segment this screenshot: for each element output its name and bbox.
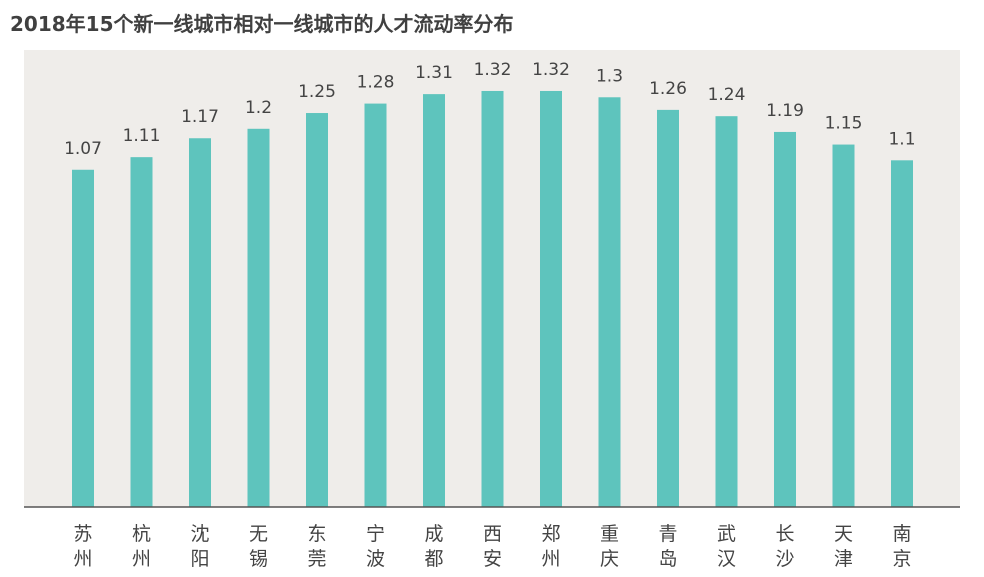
bar-5 [306, 113, 328, 507]
data-label-4: 1.2 [245, 98, 272, 118]
bar-8 [481, 90, 504, 507]
data-label-5: 1.25 [298, 82, 336, 102]
category-label-11: 青岛 [658, 523, 677, 570]
bar-15 [891, 160, 913, 507]
category-label-5: 东莞 [307, 523, 326, 570]
chart-title: 2018年15个新一线城市相对一线城市的人才流动率分布 [10, 12, 514, 36]
data-label-9: 1.32 [532, 60, 570, 80]
data-labels-group: 1.07 1.11 1.17 1.2 1.25 1.28 1.31 1.32 1.32 1.3 1.… [64, 60, 915, 159]
category-label-6: 宁波 [366, 523, 385, 570]
category-label-3: 沈阳 [190, 523, 209, 570]
category-label-1: 苏州 [73, 523, 92, 570]
category-label-14: 天津 [834, 523, 853, 570]
bar-13 [774, 131, 796, 507]
data-label-6: 1.28 [357, 73, 395, 93]
data-label-11: 1.26 [649, 79, 687, 99]
data-label-15: 1.1 [888, 129, 915, 149]
category-label-2: 杭州 [132, 523, 151, 570]
data-label-12: 1.24 [708, 85, 746, 105]
data-label-3: 1.17 [181, 107, 219, 127]
bar-7 [423, 94, 445, 507]
bar-9 [540, 90, 562, 507]
data-label-14: 1.15 [825, 114, 863, 134]
bars-group [72, 90, 913, 508]
bar-1 [72, 169, 94, 508]
bar-11 [657, 109, 679, 508]
bar-12 [715, 116, 738, 507]
data-label-8: 1.32 [474, 60, 512, 80]
bar-4 [247, 128, 270, 508]
category-label-13: 长沙 [775, 523, 794, 570]
bar-3 [189, 138, 211, 507]
category-label-10: 重庆 [600, 523, 619, 570]
bar-10 [598, 97, 621, 507]
bar-6 [364, 103, 387, 507]
category-label-8: 西安 [483, 523, 502, 570]
data-label-7: 1.31 [415, 63, 453, 83]
category-label-9: 郑州 [541, 523, 560, 570]
data-label-10: 1.3 [596, 66, 623, 86]
category-label-4: 无锡 [249, 523, 268, 570]
data-label-2: 1.11 [123, 126, 161, 146]
data-label-13: 1.19 [766, 101, 804, 121]
category-label-15: 南京 [892, 523, 911, 570]
bar-2 [130, 157, 153, 507]
bar-14 [832, 144, 855, 507]
category-label-12: 武汉 [717, 523, 736, 570]
category-label-7: 成都 [424, 523, 443, 570]
data-label-1: 1.07 [64, 139, 102, 159]
